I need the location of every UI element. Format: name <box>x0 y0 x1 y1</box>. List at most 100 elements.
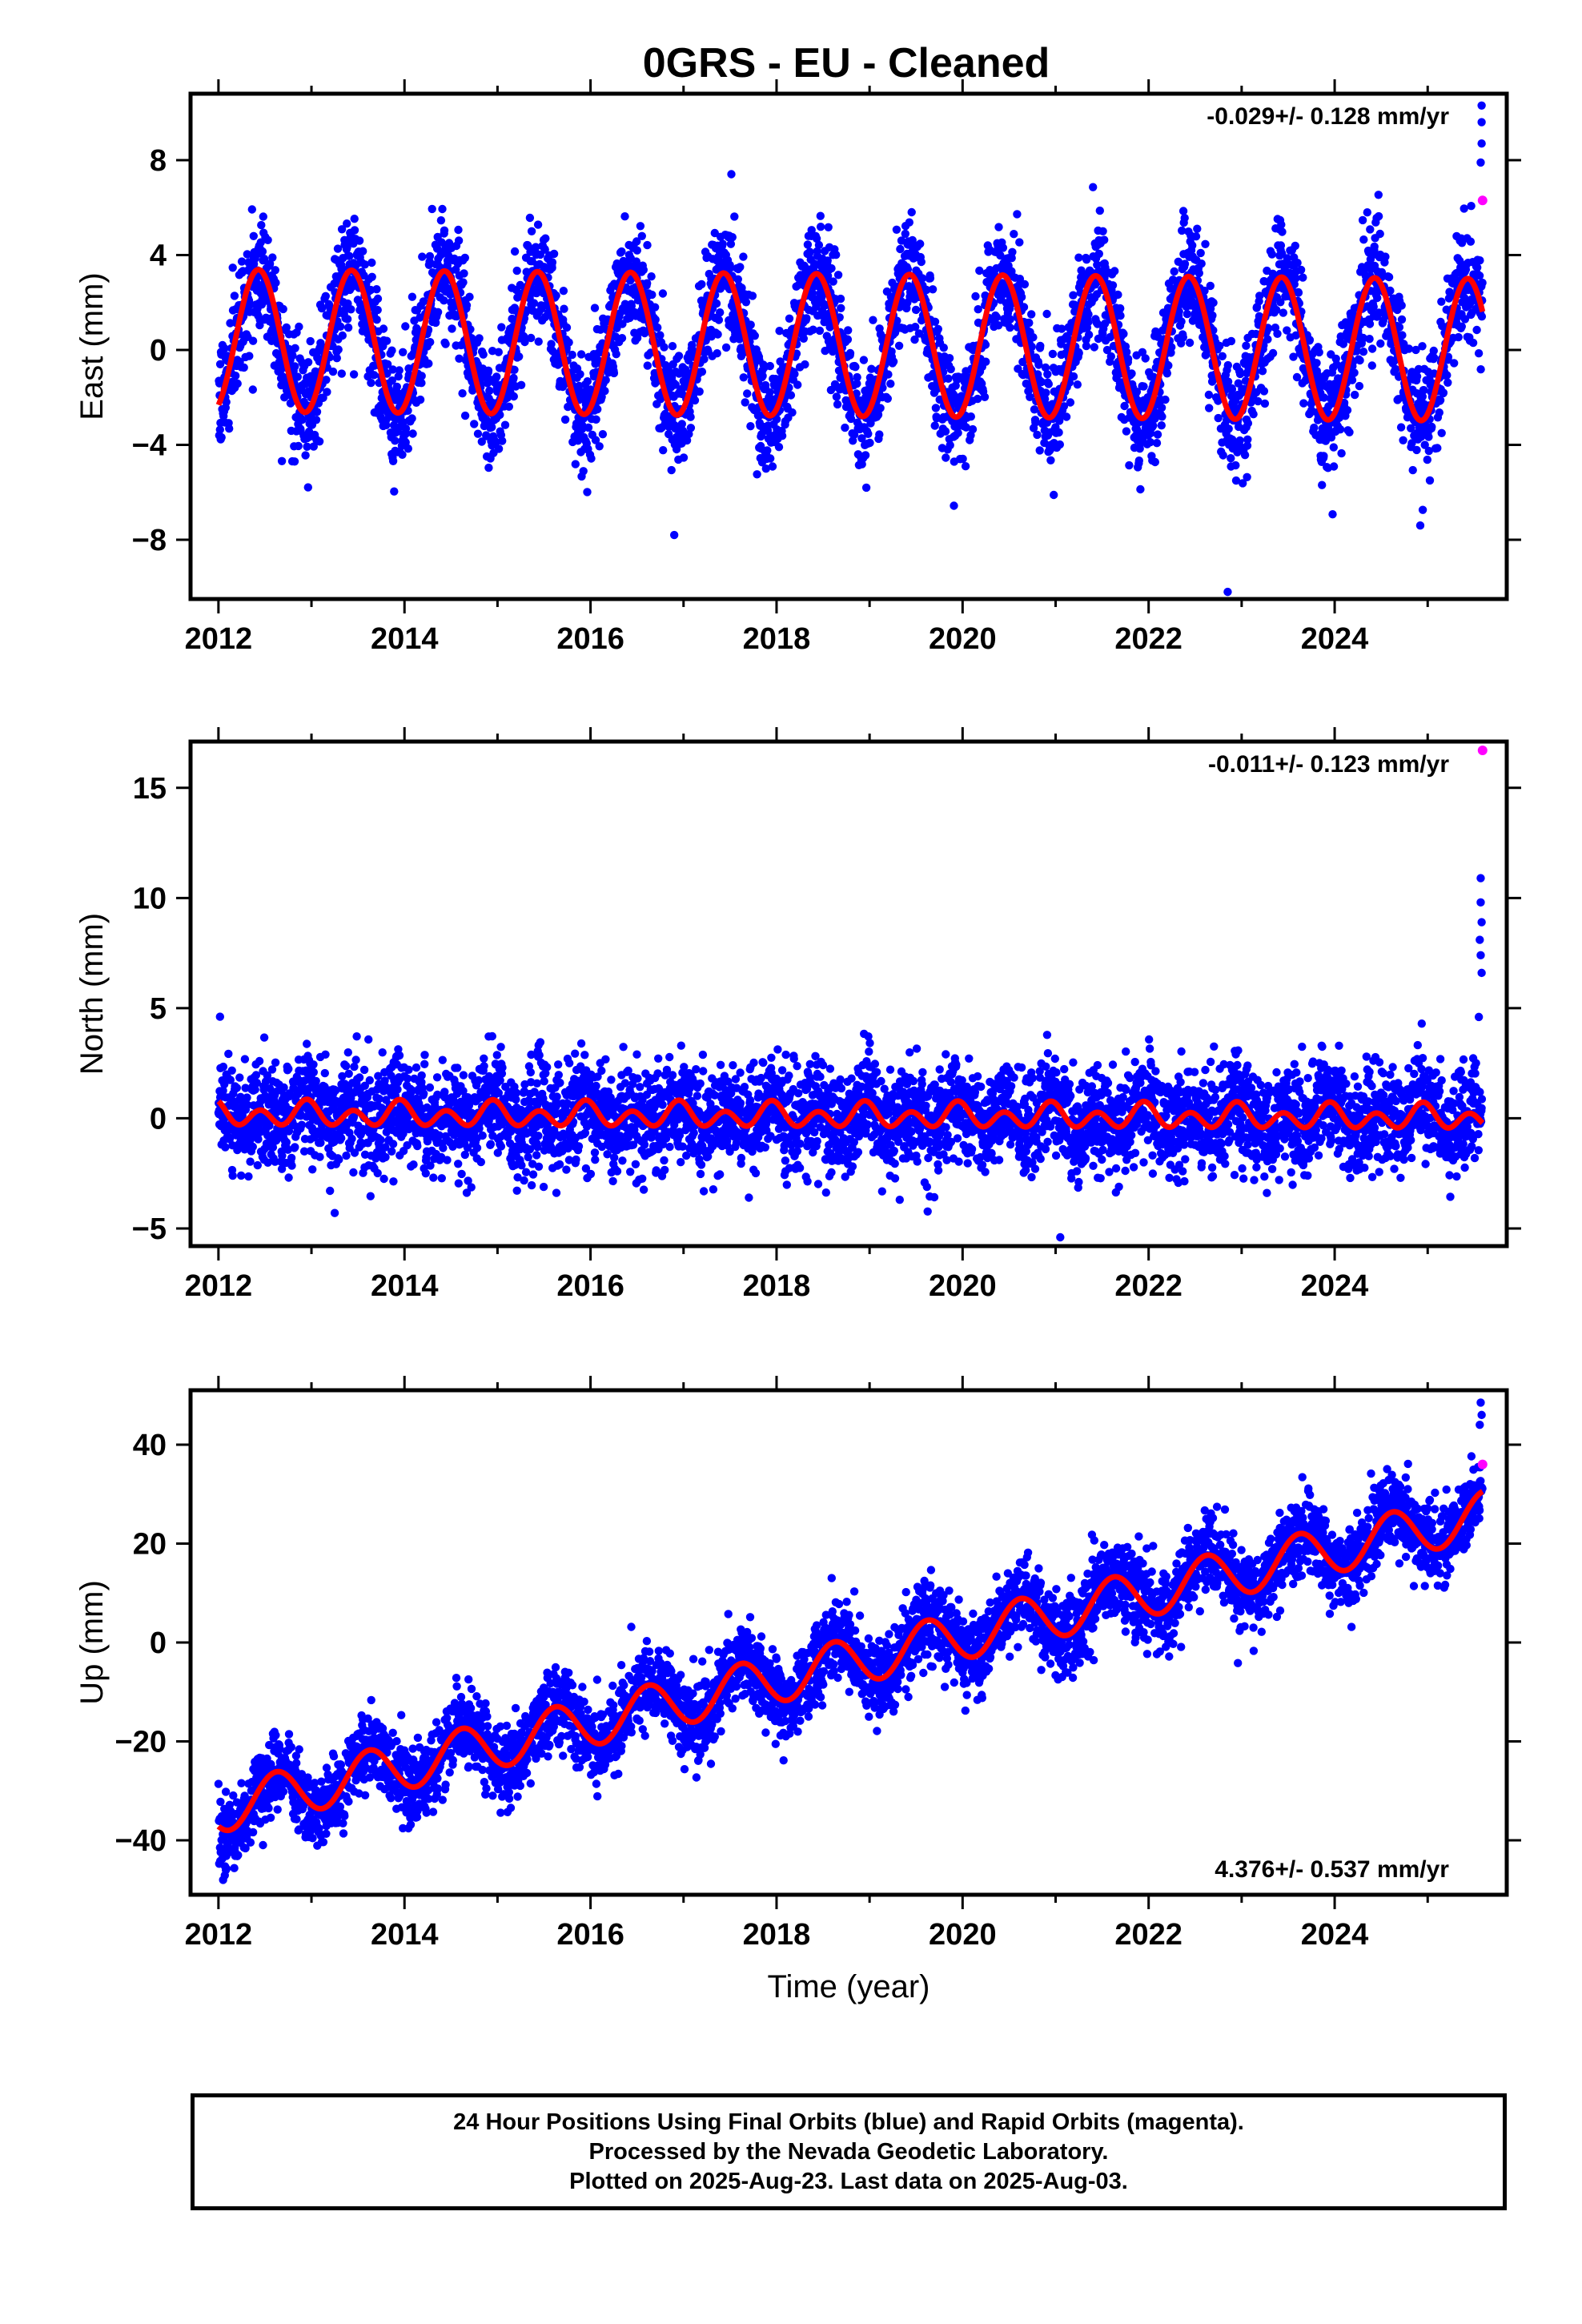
data-point <box>220 344 229 353</box>
data-point <box>1291 274 1300 283</box>
data-point <box>221 1143 230 1152</box>
data-point <box>417 372 426 380</box>
data-point <box>527 227 536 235</box>
data-point <box>768 462 777 471</box>
data-point <box>249 231 258 240</box>
data-point <box>945 354 954 363</box>
data-point <box>1476 365 1485 374</box>
data-point <box>1310 423 1319 432</box>
data-point <box>398 450 407 459</box>
data-point <box>1208 311 1217 320</box>
data-point <box>388 456 398 465</box>
data-point <box>1098 227 1107 235</box>
data-point <box>1227 336 1236 346</box>
data-point <box>1443 378 1452 387</box>
data-point <box>1089 183 1098 191</box>
data-point <box>889 357 898 366</box>
data-point <box>1139 382 1148 391</box>
data-point <box>408 429 417 438</box>
data-point <box>1025 319 1034 328</box>
data-point <box>793 380 802 389</box>
data-point <box>408 414 416 423</box>
data-point <box>1408 465 1417 475</box>
data-point <box>1276 241 1286 250</box>
data-point <box>1279 308 1288 317</box>
data-point <box>746 422 755 431</box>
data-point <box>1373 293 1382 303</box>
outlier-point <box>1477 118 1486 127</box>
data-point <box>1296 265 1306 275</box>
data-point <box>739 252 748 261</box>
data-point <box>1259 387 1269 396</box>
data-point <box>322 376 331 384</box>
data-point <box>284 1064 293 1073</box>
data-point <box>248 385 257 394</box>
data-point <box>1478 278 1487 287</box>
data-point <box>621 307 631 316</box>
data-point <box>1035 446 1044 455</box>
data-point <box>576 370 584 379</box>
data-point <box>303 358 313 367</box>
data-point <box>303 483 312 492</box>
data-point <box>950 501 958 510</box>
data-point <box>968 424 978 434</box>
data-point <box>1083 318 1093 327</box>
data-point <box>243 1093 251 1102</box>
data-point <box>1015 238 1024 247</box>
data-point <box>350 226 359 235</box>
data-point <box>1095 206 1105 215</box>
data-point <box>244 1172 253 1181</box>
data-point <box>228 263 237 272</box>
data-point <box>829 277 837 286</box>
data-point <box>884 370 893 379</box>
data-point <box>560 415 570 424</box>
data-point <box>547 340 556 348</box>
data-point <box>564 338 573 347</box>
data-point <box>504 402 513 411</box>
data-point <box>1029 333 1038 342</box>
data-point <box>287 1153 296 1163</box>
data-point <box>1367 361 1377 370</box>
data-point <box>1042 388 1050 397</box>
data-point <box>917 257 926 267</box>
data-point <box>876 404 885 412</box>
data-point <box>408 292 417 301</box>
data-point <box>765 361 774 371</box>
data-point <box>617 247 626 256</box>
data-point <box>733 275 742 283</box>
data-point <box>245 300 255 310</box>
data-point <box>1206 281 1215 291</box>
data-point <box>741 398 749 407</box>
north-daily-points <box>214 874 1487 1242</box>
data-point <box>337 264 346 274</box>
data-point <box>389 420 399 430</box>
data-point <box>1134 456 1144 465</box>
data-point <box>484 366 493 375</box>
x-tick-label: 2022 <box>1114 622 1182 656</box>
data-point <box>802 314 811 323</box>
data-point <box>349 370 359 379</box>
data-point <box>416 395 425 404</box>
data-point <box>632 237 641 246</box>
data-point <box>1050 490 1058 500</box>
data-point <box>441 340 450 348</box>
data-point <box>248 336 258 345</box>
data-point <box>859 356 869 364</box>
data-point <box>1008 247 1017 256</box>
data-point <box>1450 359 1459 368</box>
data-point <box>1412 445 1421 455</box>
data-point <box>844 326 853 335</box>
data-point <box>653 323 662 332</box>
data-point <box>475 334 484 343</box>
data-point <box>1396 423 1406 432</box>
data-point <box>532 243 540 251</box>
data-point <box>527 333 536 343</box>
data-point <box>379 324 388 333</box>
data-point <box>436 216 446 225</box>
data-point <box>1318 480 1327 489</box>
data-point <box>311 416 321 424</box>
data-point <box>293 372 302 381</box>
data-point <box>883 394 893 403</box>
data-point <box>373 305 382 315</box>
data-point <box>758 372 767 380</box>
